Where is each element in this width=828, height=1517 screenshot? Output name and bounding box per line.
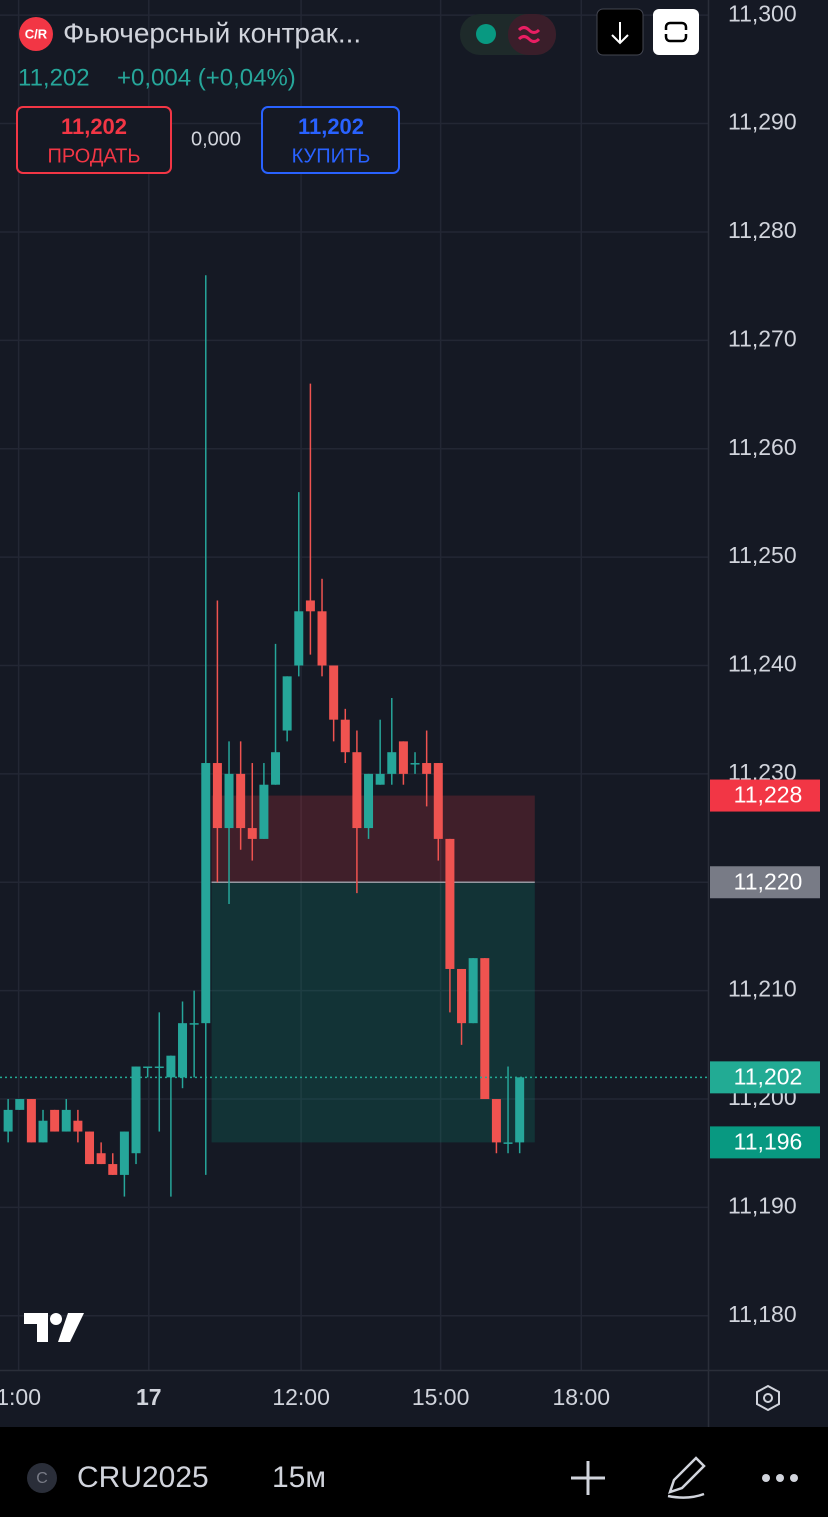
candle-body [468, 958, 478, 1024]
sell-button[interactable] [16, 106, 172, 174]
delay-icon [517, 26, 541, 43]
draw-button[interactable] [667, 1456, 706, 1499]
candle-body [247, 828, 257, 839]
candle-body [85, 1131, 95, 1165]
buy-button[interactable] [261, 106, 400, 174]
candle-body [329, 665, 339, 720]
sell-label: ПРОДАТЬ [47, 145, 140, 167]
candle-body [15, 1099, 25, 1110]
exchange-icon [27, 1463, 57, 1493]
candle-body [189, 1023, 199, 1025]
candle-body [201, 763, 211, 1024]
candle-body [271, 752, 281, 785]
y-tick-label: 11,240 [728, 651, 797, 677]
last-price-label-bg [710, 1061, 820, 1094]
candle-body [422, 763, 432, 774]
candle-body [282, 676, 292, 731]
stop-price-label: 11,228 [734, 782, 803, 808]
target-price-label: 11,196 [734, 1128, 803, 1154]
candle-body [410, 763, 420, 765]
candle-body [375, 773, 385, 785]
y-tick-label: 11,210 [728, 976, 797, 1002]
toolbar-interval[interactable]: 15м [272, 1461, 326, 1494]
candle-body [73, 1120, 83, 1132]
candle-body [236, 773, 246, 829]
entry-price-label: 11,220 [734, 868, 803, 894]
candle-body [503, 1142, 513, 1144]
y-tick-label: 11,260 [728, 434, 797, 460]
candle-body [480, 958, 490, 1100]
y-tick-label: 11,180 [728, 1301, 797, 1327]
sell-price: 11,202 [61, 114, 127, 139]
candle-body [166, 1055, 176, 1078]
exchange-icon-text: C [36, 1470, 48, 1487]
download-icon [611, 22, 629, 45]
candle-body [340, 719, 350, 753]
symbol-logo [19, 17, 53, 51]
y-tick-label: 11,280 [728, 217, 797, 243]
settings-button[interactable] [756, 1384, 780, 1412]
candle-body [212, 763, 222, 829]
candle-body [259, 784, 269, 839]
symbol-title[interactable]: Фьючерсный контрак... [63, 17, 361, 48]
candle-body [491, 1099, 501, 1143]
spread: 0,000 [191, 128, 241, 150]
price-change: +0,004 (+0,04%) [117, 64, 296, 91]
entry-price-label-bg [710, 866, 820, 899]
x-tick-label: 17 [136, 1384, 162, 1410]
candle-body [154, 1066, 164, 1069]
candle-body [96, 1153, 106, 1165]
candle-body [294, 611, 304, 666]
x-tick-label: 1:00 [0, 1384, 41, 1410]
symbol-logo-text: C/R [25, 26, 48, 41]
candle-body [178, 1023, 188, 1078]
market-open-dot [476, 24, 496, 44]
more-button[interactable] [762, 1474, 798, 1482]
candle-body [119, 1131, 129, 1175]
candle-body [515, 1077, 525, 1143]
candle-body [305, 600, 315, 612]
candle-body [433, 763, 443, 839]
plot [0, 0, 708, 1370]
buy-label: КУПИТЬ [292, 145, 371, 167]
candle-body [387, 752, 397, 774]
candle-body [143, 1066, 153, 1069]
last-price-label: 11,202 [734, 1063, 803, 1089]
y-tick-label: 11,300 [728, 0, 797, 26]
x-tick-label: 18:00 [552, 1384, 610, 1410]
toolbar-symbol[interactable]: CRU2025 [77, 1461, 209, 1494]
candle-body [457, 968, 467, 1024]
watermark-logo [24, 1313, 84, 1342]
last-price: 11,202 [18, 64, 90, 91]
y-tick-label: 11,270 [728, 325, 797, 351]
y-tick-label: 11,250 [728, 542, 797, 568]
candle-body [445, 838, 455, 969]
y-tick-label: 11,190 [728, 1192, 797, 1218]
stop-price-label-bg [710, 779, 820, 812]
target-price-label-bg [710, 1126, 820, 1159]
candle-body [398, 741, 408, 774]
status-pill-right [508, 14, 556, 55]
buy-price: 11,202 [298, 114, 364, 139]
candle-body [108, 1164, 118, 1175]
candle-body [38, 1120, 48, 1143]
x-tick-label: 12:00 [272, 1384, 330, 1410]
bottom-toolbar [0, 1427, 828, 1517]
x-tick-label: 15:00 [412, 1384, 470, 1410]
candle-body [50, 1109, 60, 1132]
candle-body [26, 1099, 36, 1143]
candle-body [131, 1066, 141, 1154]
candle-body [352, 752, 362, 829]
candle-body [61, 1109, 71, 1132]
candle-body [224, 773, 234, 829]
add-button[interactable] [571, 1461, 605, 1495]
candle-body [317, 611, 327, 666]
candle-body [3, 1109, 13, 1132]
candle-body [364, 773, 374, 829]
y-tick-label: 11,290 [728, 109, 797, 135]
